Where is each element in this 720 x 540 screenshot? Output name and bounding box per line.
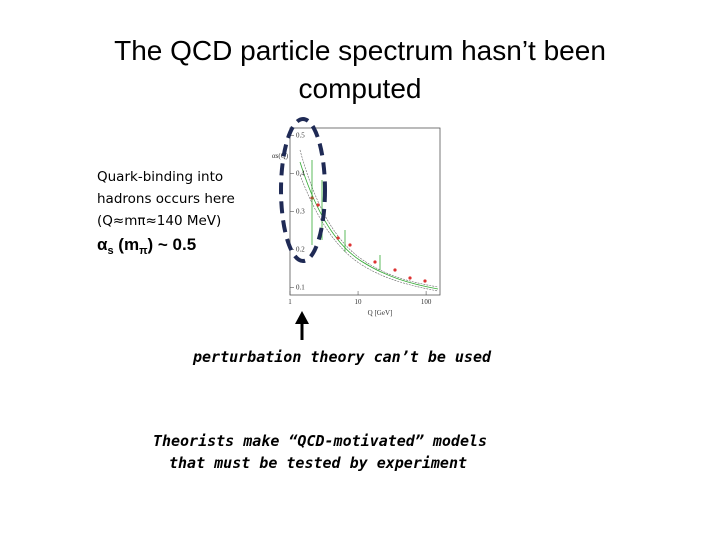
data-points bbox=[310, 196, 427, 283]
footer-line: that must be tested by experiment bbox=[169, 454, 467, 472]
plot-frame bbox=[289, 127, 441, 296]
note-line: hadrons occurs here bbox=[97, 191, 235, 207]
y-tick-label: 0.5 bbox=[296, 132, 305, 140]
y-axis-label: αs(Q) bbox=[272, 152, 289, 160]
title-line: computed bbox=[299, 73, 422, 104]
y-tick-label: 0.2 bbox=[296, 245, 305, 253]
footer-line: Theorists make “QCD-motivated” models bbox=[153, 432, 487, 450]
arrow-head bbox=[295, 311, 309, 324]
alpha-end: ) ~ 0.5 bbox=[148, 235, 197, 254]
arrow-caption: perturbation theory can’t be used bbox=[192, 348, 492, 366]
y-tick-label: 0.1 bbox=[296, 283, 305, 291]
alpha-value: αs (mπ) ~ 0.5 bbox=[97, 235, 196, 257]
title-line: The QCD particle spectrum hasn’t been bbox=[114, 35, 606, 66]
x-tick-label: 1 bbox=[288, 298, 292, 306]
x-tick-label: 100 bbox=[421, 298, 432, 306]
central-curve bbox=[299, 161, 439, 290]
band-curve bbox=[299, 174, 439, 292]
note-line: (Q≈mπ≈140 MeV) bbox=[97, 213, 221, 229]
alpha-sub: s bbox=[107, 245, 113, 257]
band-curve bbox=[299, 149, 439, 288]
alpha-symbol: α bbox=[97, 235, 108, 254]
alpha-mid: (m bbox=[114, 235, 140, 254]
y-tick-label: 0.3 bbox=[296, 208, 305, 216]
figure: 0.1 0.2 0.3 0.4 0.5 1 10 100 Q [GeV] αs(Q) bbox=[272, 127, 441, 317]
note-line: Quark-binding into bbox=[97, 169, 223, 185]
x-tick-label: 10 bbox=[355, 298, 363, 306]
x-axis-label: Q [GeV] bbox=[368, 309, 393, 317]
y-tick-label: 0.4 bbox=[296, 170, 305, 178]
highlight-ellipse bbox=[279, 117, 327, 263]
alpha-sub2: π bbox=[139, 245, 148, 257]
